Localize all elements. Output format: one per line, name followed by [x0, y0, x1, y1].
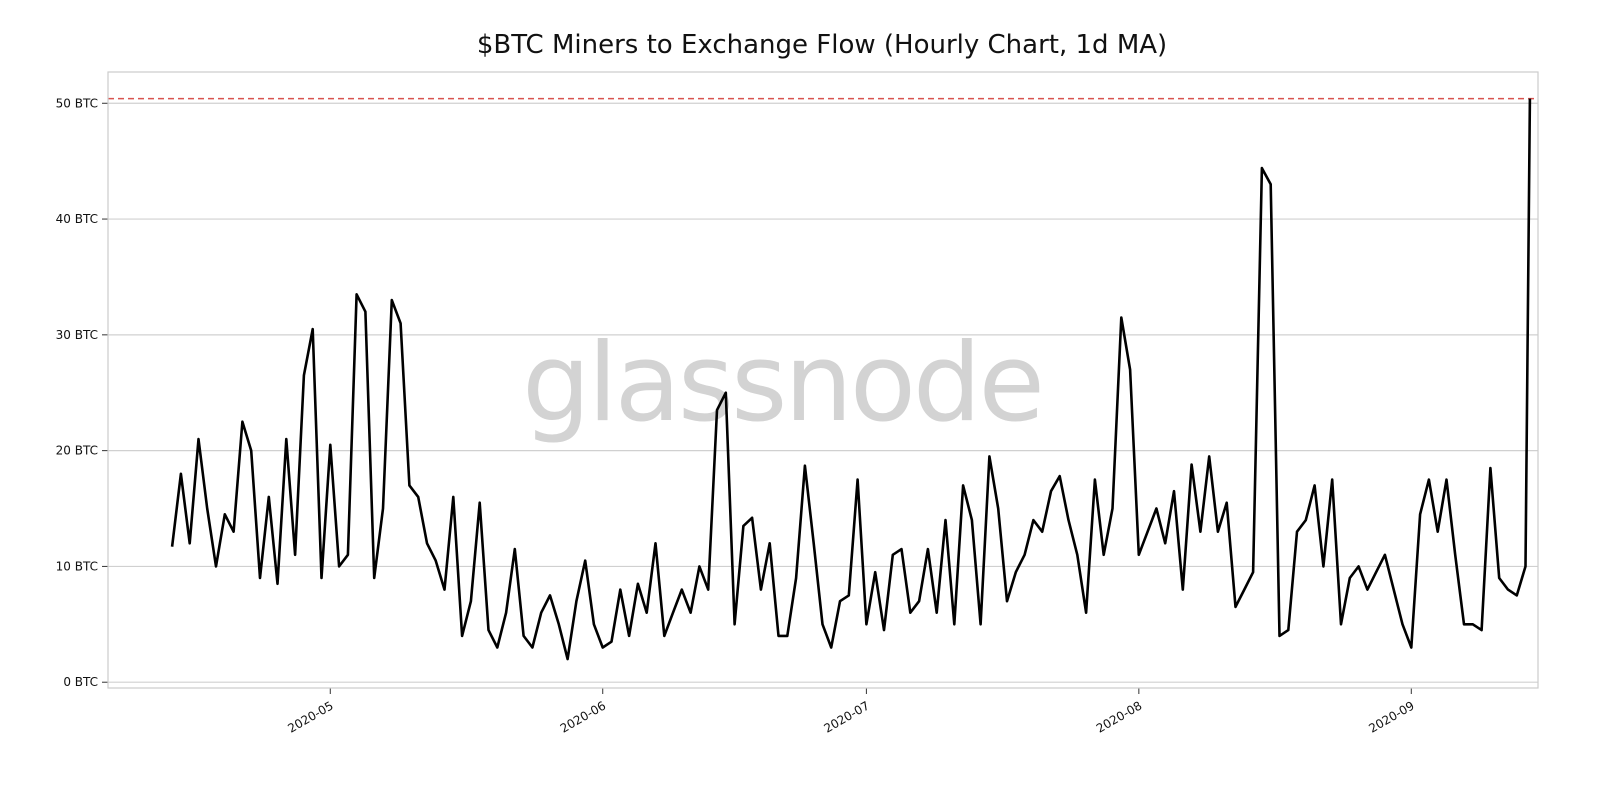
watermark: glassnode [522, 321, 1042, 446]
y-tick-label: 50 BTC [56, 96, 98, 110]
y-tick-label: 0 BTC [63, 675, 98, 689]
series-line [170, 98, 1532, 661]
x-tick-label: 2020-09 [1366, 698, 1416, 735]
y-tick-label: 40 BTC [56, 212, 98, 226]
chart-title: $BTC Miners to Exchange Flow (Hourly Cha… [477, 30, 1167, 60]
y-tick-label: 30 BTC [56, 328, 98, 342]
x-tick-label: 2020-05 [285, 698, 335, 735]
y-tick-label: 20 BTC [56, 444, 98, 458]
grid-lines [108, 102, 1538, 683]
x-tick-label: 2020-06 [558, 698, 608, 735]
x-tick-label: 2020-08 [1094, 698, 1144, 735]
y-axis: 0 BTC 10 BTC 20 BTC 30 BTC 40 BTC 50 BTC [56, 96, 108, 689]
x-tick-label: 2020-07 [821, 698, 871, 735]
plot-frame [107, 71, 1539, 689]
x-axis: 2020-05 2020-06 2020-07 2020-08 2020-09 [285, 688, 1417, 736]
y-tick-label: 10 BTC [56, 559, 98, 573]
